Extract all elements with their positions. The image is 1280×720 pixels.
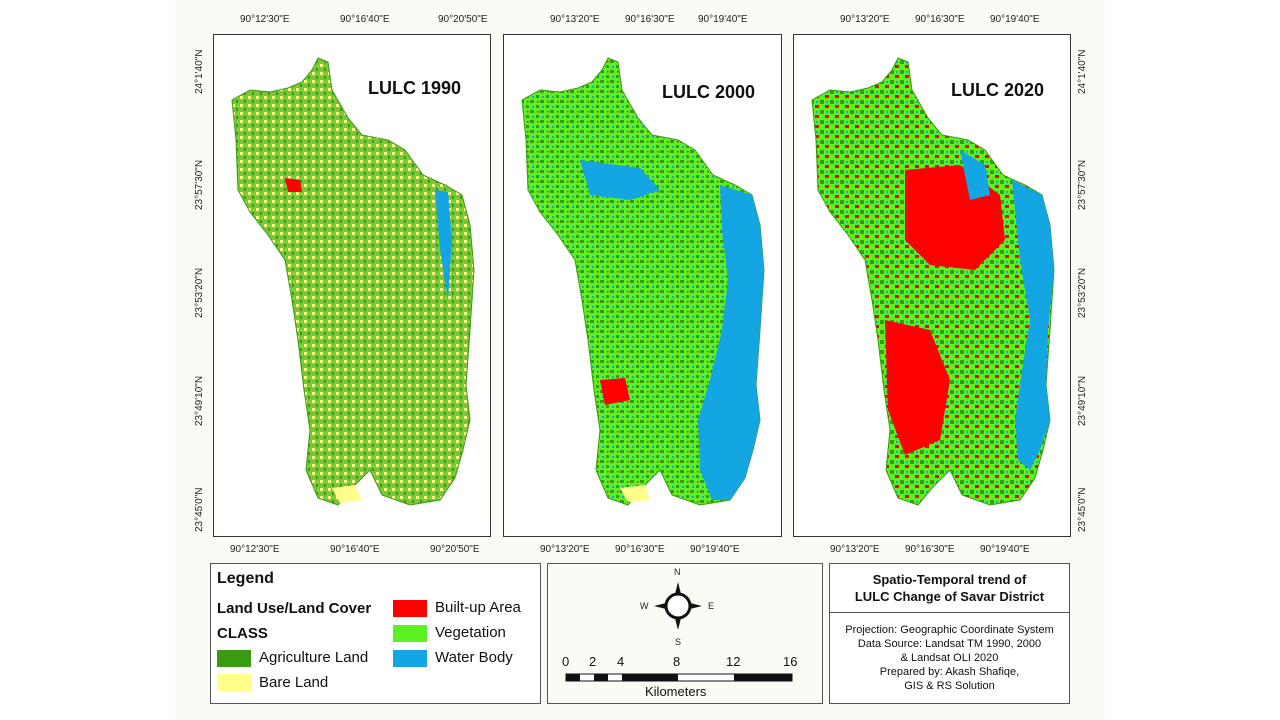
water-north-2000 — [580, 160, 660, 200]
right-tick-2: 23°57'30"N — [1077, 159, 1088, 210]
scale-tick-16: 16 — [783, 654, 798, 669]
district-map-1990 — [231, 57, 475, 506]
water-east-2000 — [698, 185, 764, 500]
bottom-tick-2000-2: 90°16'30"E — [615, 544, 665, 555]
top-tick-2020-1: 90°13'20"E — [840, 14, 890, 25]
info-projection: Projection: Geographic Coordinate System — [845, 624, 1054, 636]
info-prepared-by: Prepared by: Akash Shafiqe, — [879, 666, 1020, 678]
top-tick-1990-3: 90°20'50"E — [438, 14, 488, 25]
district-outline-2020 — [811, 57, 1055, 506]
info-divider — [830, 612, 1069, 613]
compass-scale-box — [547, 563, 823, 704]
legend-swatch-vegetation — [393, 625, 427, 642]
top-tick-2020-2: 90°16'30"E — [915, 14, 965, 25]
compass-label-e: E — [708, 601, 715, 611]
legend-class-label: CLASS — [217, 625, 268, 642]
bottom-tick-2020-3: 90°19'40"E — [980, 544, 1030, 555]
bottom-tick-2000-1: 90°13'20"E — [540, 544, 590, 555]
legend-box: Legend Land Use/Land Cover CLASS Agricul… — [210, 563, 541, 704]
top-tick-1990-1: 90°12'30"E — [240, 14, 290, 25]
compass-label-n: N — [674, 567, 681, 577]
left-tick-3: 23°53'20"N — [194, 267, 205, 318]
scale-tick-8: 8 — [673, 654, 681, 669]
water-west-2020 — [960, 150, 990, 200]
left-tick-2: 23°57'30"N — [194, 159, 205, 210]
right-tick-1: 24°1'40"N — [1077, 49, 1088, 95]
legend-swatch-water-body — [393, 650, 427, 667]
bottom-tick-1990-2: 90°16'40"E — [330, 544, 380, 555]
legend-label-built-up: Built-up Area — [435, 599, 521, 616]
legend-swatch-agriculture — [217, 650, 251, 667]
scale-tick-4: 4 — [617, 654, 625, 669]
bottom-tick-2020-2: 90°16'30"E — [905, 544, 955, 555]
bottom-tick-2020-1: 90°13'20"E — [830, 544, 880, 555]
right-tick-5: 23°45'0"N — [1077, 487, 1088, 533]
bottom-tick-1990-1: 90°12'30"E — [230, 544, 280, 555]
district-outline-1990 — [231, 57, 475, 506]
legend-swatch-built-up — [393, 600, 427, 617]
bottom-tick-1990-3: 90°20'50"E — [430, 544, 480, 555]
scale-tick-12: 12 — [726, 654, 741, 669]
district-map-2020 — [811, 57, 1055, 506]
info-data-source-2: & Landsat OLI 2020 — [900, 652, 999, 664]
bare-patch-1990 — [332, 485, 362, 503]
right-tick-4: 23°49'10"N — [1077, 375, 1088, 426]
legend-label-vegetation: Vegetation — [435, 624, 506, 641]
info-organization: GIS & RS Solution — [904, 680, 995, 692]
info-box: Spatio-Temporal trend of LULC Change of … — [829, 563, 1070, 704]
top-tick-2000-1: 90°13'20"E — [550, 14, 600, 25]
left-tick-4: 23°49'10"N — [194, 375, 205, 426]
map-title-2000: LULC 2000 — [662, 82, 756, 102]
compass-label-s: S — [675, 637, 682, 647]
bottom-tick-2000-3: 90°19'40"E — [690, 544, 740, 555]
scale-unit: Kilometers — [645, 684, 707, 699]
info-data-source: Data Source: Landsat TM 1990, 2000 — [857, 638, 1042, 650]
legend-swatch-bare-land — [217, 674, 251, 691]
urban-south-2020 — [885, 320, 950, 455]
top-tick-2000-3: 90°19'40"E — [698, 14, 748, 25]
compass-label-w: W — [640, 601, 649, 611]
map-title-1990: LULC 1990 — [368, 78, 462, 98]
top-tick-2000-2: 90°16'30"E — [625, 14, 675, 25]
legend-label-agriculture: Agriculture Land — [259, 649, 369, 666]
urban-patch-1990 — [285, 178, 302, 192]
water-strip-1990 — [435, 190, 452, 300]
scale-tick-0: 0 — [562, 654, 570, 669]
top-tick-2020-3: 90°19'40"E — [990, 14, 1040, 25]
right-tick-3: 23°53'20"N — [1077, 267, 1088, 318]
info-title-line2: LULC Change of Savar District — [854, 589, 1045, 604]
map-title-2020: LULC 2020 — [951, 80, 1045, 100]
left-tick-1: 24°1'40"N — [194, 49, 205, 95]
urban-patch-2000 — [600, 378, 630, 405]
legend-label-bare-land: Bare Land — [259, 674, 329, 691]
legend-label-water-body: Water Body — [435, 649, 513, 666]
legend-subtitle: Land Use/Land Cover — [217, 600, 372, 617]
bare-patch-2000 — [620, 485, 650, 502]
legend-title: Legend — [217, 570, 274, 587]
left-tick-5: 23°45'0"N — [194, 487, 205, 533]
water-east-2020 — [1012, 180, 1054, 470]
district-outline-2000 — [521, 57, 765, 506]
compass-rose — [654, 582, 702, 630]
scale-bar — [565, 673, 793, 682]
top-tick-1990-2: 90°16'40"E — [340, 14, 390, 25]
scale-tick-2: 2 — [589, 654, 597, 669]
district-map-2000 — [521, 57, 765, 506]
info-title-line1: Spatio-Temporal trend of — [872, 572, 1027, 587]
